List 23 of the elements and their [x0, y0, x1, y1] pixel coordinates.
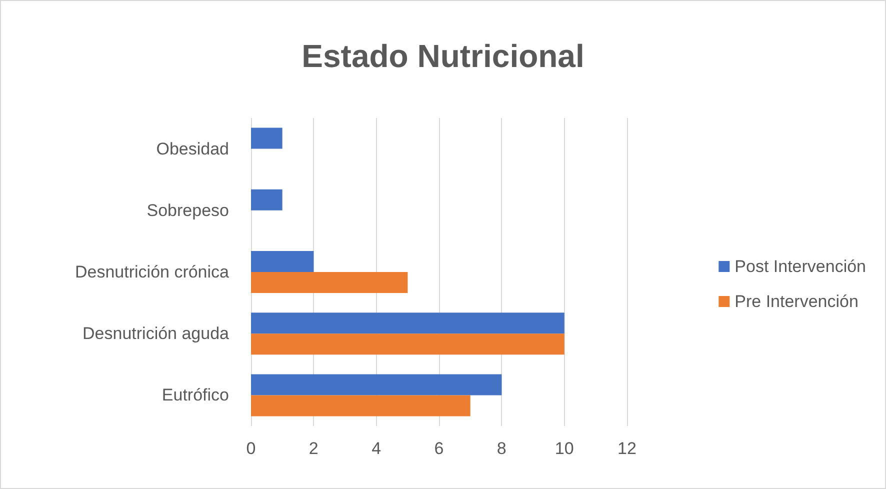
bar — [251, 251, 314, 272]
bar — [251, 374, 502, 396]
y-tick-label: Obesidad — [156, 139, 229, 158]
x-tick-label: 10 — [554, 439, 574, 458]
x-tick-label: 8 — [496, 439, 506, 458]
bar — [251, 189, 282, 210]
bar — [251, 312, 564, 334]
y-tick-label: Desnutrición aguda — [82, 324, 230, 344]
x-tick-label: 12 — [618, 439, 636, 458]
legend-label: Post Intervención — [734, 257, 866, 276]
x-tick-label: 2 — [308, 439, 318, 458]
bar — [251, 334, 564, 355]
y-tick-label: Eutrófico — [162, 386, 229, 405]
bar — [251, 272, 408, 293]
chart-title: Estado Nutricional — [302, 38, 584, 74]
legend-label: Pre Intervención — [734, 292, 858, 311]
x-tick-label: 4 — [372, 439, 382, 458]
y-tick-label: Desnutrición crónica — [74, 262, 230, 282]
bar — [251, 128, 282, 149]
x-tick-label: 0 — [246, 439, 256, 458]
x-tick-label: 6 — [434, 439, 444, 458]
y-tick-label: Sobrepeso — [146, 200, 229, 220]
bar — [251, 395, 470, 416]
